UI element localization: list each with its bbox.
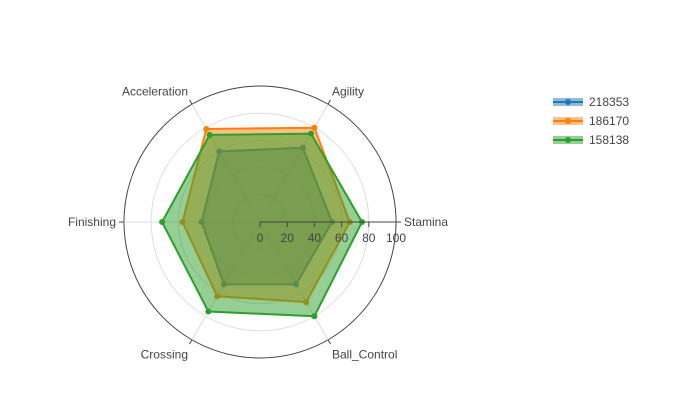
axis-label-finishing: Finishing [68, 215, 116, 229]
legend[interactable]: 218353 186170 158138 [553, 95, 629, 147]
radial-tick-label: 100 [386, 231, 406, 245]
legend-label-218353: 218353 [589, 95, 629, 109]
axis-label-stamina: Stamina [404, 215, 448, 229]
legend-label-186170: 186170 [589, 114, 629, 128]
legend-label-158138: 158138 [589, 133, 629, 147]
legend-item-218353[interactable]: 218353 [553, 95, 629, 109]
legend-item-158138[interactable]: 158138 [553, 133, 629, 147]
axis-label-crossing: Crossing [141, 348, 188, 362]
data-point-158138 [311, 313, 318, 320]
data-point-158138 [205, 308, 212, 315]
legend-marker-186170 [565, 118, 571, 124]
radial-tick-label: 40 [308, 231, 322, 245]
legend-marker-218353 [565, 99, 571, 105]
angular-tick-mark [327, 99, 331, 105]
axis-label-ball-control: Ball_Control [332, 348, 397, 362]
angular-tick-mark [189, 339, 193, 345]
legend-item-186170[interactable]: 186170 [553, 114, 629, 128]
data-point-158138 [308, 130, 314, 137]
axis-label-agility: Agility [332, 84, 364, 98]
legend-marker-158138 [565, 137, 571, 143]
series-layer [159, 124, 365, 320]
data-point-158138 [159, 219, 166, 225]
axis-layer: 0 20 40 60 80 100 Stamina Agility Acceleration Fi… [68, 84, 448, 361]
radial-tick-label: 20 [281, 231, 295, 245]
data-point-158138 [206, 131, 213, 138]
radial-tick-label: 80 [362, 231, 376, 245]
data-point-186170 [203, 125, 210, 132]
series-area-158138 [161, 132, 363, 318]
angular-tick-mark [189, 99, 193, 105]
axis-label-acceleration: Acceleration [122, 84, 188, 98]
radial-tick-label: 60 [335, 231, 349, 245]
data-point-186170 [311, 124, 318, 131]
angular-tick-mark [327, 339, 331, 345]
radial-tick-label: 0 [257, 231, 264, 245]
